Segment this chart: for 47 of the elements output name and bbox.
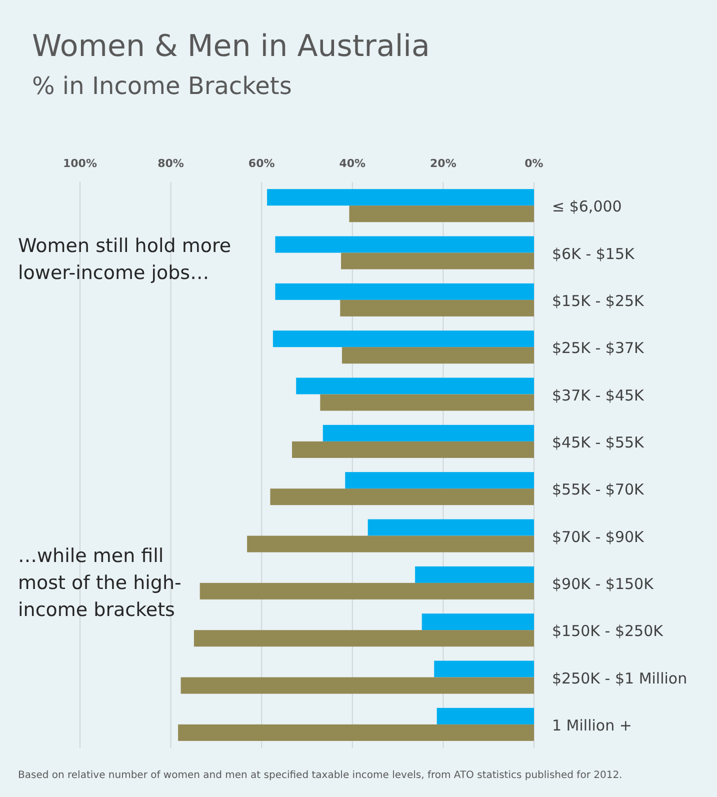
bar [340,300,534,316]
y-tick-label: $45K - $55K [552,433,646,452]
bar [247,536,534,552]
bar [436,708,534,724]
y-tick-label: $6K - $15K [552,244,636,263]
x-tick-label: 40% [339,157,366,170]
bar [270,488,534,506]
bar [292,441,534,458]
bar [415,566,534,583]
x-tick-label: 0% [524,157,544,170]
bar [272,330,534,348]
bar [200,582,534,600]
bar [342,347,534,364]
bar [320,394,534,411]
y-tick-label: $37K - $45K [552,386,646,404]
y-tick-label: $70K - $90K [552,528,646,546]
bar [345,472,534,489]
x-tick-label: 80% [158,157,184,170]
bar [422,614,534,630]
y-tick-label: $150K - $250K [552,622,664,640]
bar [180,677,534,694]
y-tick-label: $90K - $150K [552,574,655,593]
bar [434,660,534,678]
bar [349,206,534,222]
x-tick-label: 60% [248,157,275,170]
bar [341,252,534,270]
annotation: Women still hold more lower-income jobs… [18,235,232,284]
bar [194,630,534,647]
x-tick-label: 20% [430,157,456,170]
bar [322,424,534,442]
bar [275,283,534,300]
bar [178,724,534,741]
bar [275,236,534,253]
annotation: …while men fill most of the high-income brackets [18,545,182,621]
bar [296,378,534,394]
bar [267,189,534,206]
x-tick-label: 100% [63,157,97,170]
chart-title: Women & Men in Australia [32,29,430,64]
y-tick-label: $55K - $70K [552,480,646,499]
y-tick-label: $250K - $1 Million [552,669,688,688]
y-tick-label: ≤ $6,000 [552,198,622,216]
chart-subtitle: % in Income Brackets [32,72,292,100]
y-tick-label: 1 Million + [552,716,632,734]
y-tick-label: $15K - $25K [552,292,646,310]
y-tick-label: $25K - $37K [552,339,646,358]
bar [368,519,534,536]
text: Based on relative number of women and men at specified taxable income levels, from ATO statistics published for 2012. [18,770,622,781]
